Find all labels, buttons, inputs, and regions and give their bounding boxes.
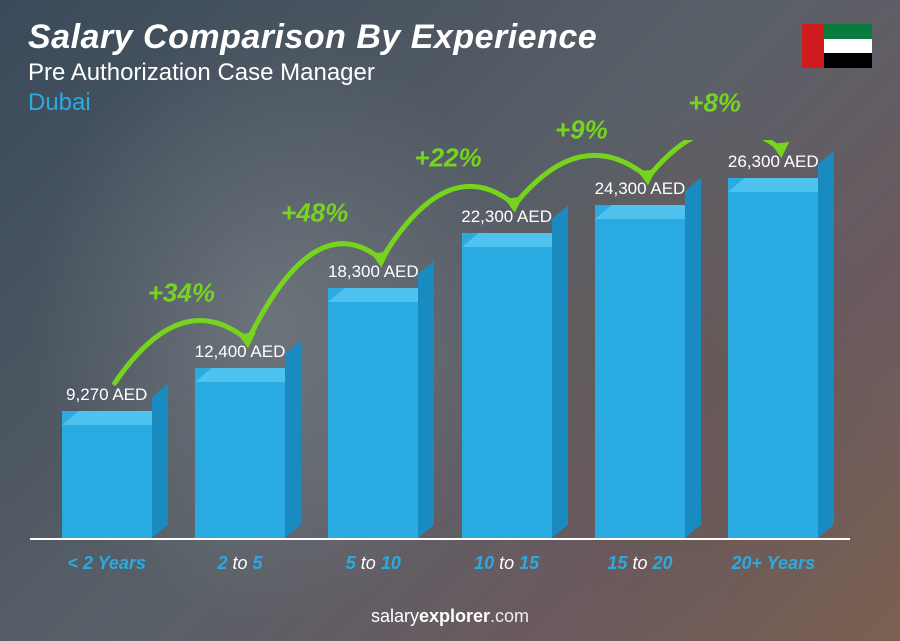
growth-label: +34% [148, 278, 215, 309]
bar [462, 233, 552, 538]
x-axis-label: 15 to 20 [580, 553, 700, 574]
page-title: Salary Comparison By Experience [28, 18, 872, 57]
flag-stripe-black [824, 53, 872, 68]
bar-group: 24,300 AED [580, 140, 700, 538]
bar-group: 22,300 AED [447, 140, 567, 538]
header: Salary Comparison By Experience Pre Auth… [28, 18, 872, 117]
bar [728, 178, 818, 538]
bar-container: 9,270 AED 12,400 AED 18,300 AED 22,300 AED 2… [40, 140, 840, 538]
x-axis-label: 5 to 10 [313, 553, 433, 574]
footer-attribution: salaryexplorer.com [0, 606, 900, 627]
location-label: Dubai [28, 89, 872, 117]
bar [195, 368, 285, 538]
flag-red-bar [802, 24, 824, 68]
bar-value-label: 9,270 AED [66, 385, 147, 405]
flag-stripe-green [824, 24, 872, 39]
bar [328, 288, 418, 538]
growth-label: +8% [688, 88, 741, 119]
salary-bar-chart: 9,270 AED 12,400 AED 18,300 AED 22,300 AED 2… [40, 140, 840, 566]
flag-stripe-white [824, 39, 872, 54]
bar [62, 411, 152, 538]
uae-flag-icon [802, 24, 872, 68]
growth-label: +48% [281, 197, 348, 228]
bar-value-label: 18,300 AED [328, 262, 419, 282]
bar-group: 26,300 AED [713, 140, 833, 538]
growth-label: +22% [414, 142, 481, 173]
footer-part2: explorer [419, 606, 490, 626]
bar-value-label: 26,300 AED [728, 152, 819, 172]
footer-part1: salary [371, 606, 419, 626]
bar-value-label: 24,300 AED [595, 179, 686, 199]
x-axis-label: < 2 Years [47, 553, 167, 574]
bar-value-label: 22,300 AED [461, 207, 552, 227]
growth-label: +9% [555, 115, 608, 146]
job-subtitle: Pre Authorization Case Manager [28, 59, 872, 87]
chart-baseline [30, 538, 850, 540]
footer-part3: .com [490, 606, 529, 626]
bar-group: 9,270 AED [47, 140, 167, 538]
x-axis: < 2 Years 2 to 5 5 to 10 10 to 15 15 to 20 20… [40, 553, 840, 574]
x-axis-label: 10 to 15 [447, 553, 567, 574]
x-axis-label: 20+ Years [713, 553, 833, 574]
bar [595, 205, 685, 538]
x-axis-label: 2 to 5 [180, 553, 300, 574]
bar-value-label: 12,400 AED [195, 342, 286, 362]
